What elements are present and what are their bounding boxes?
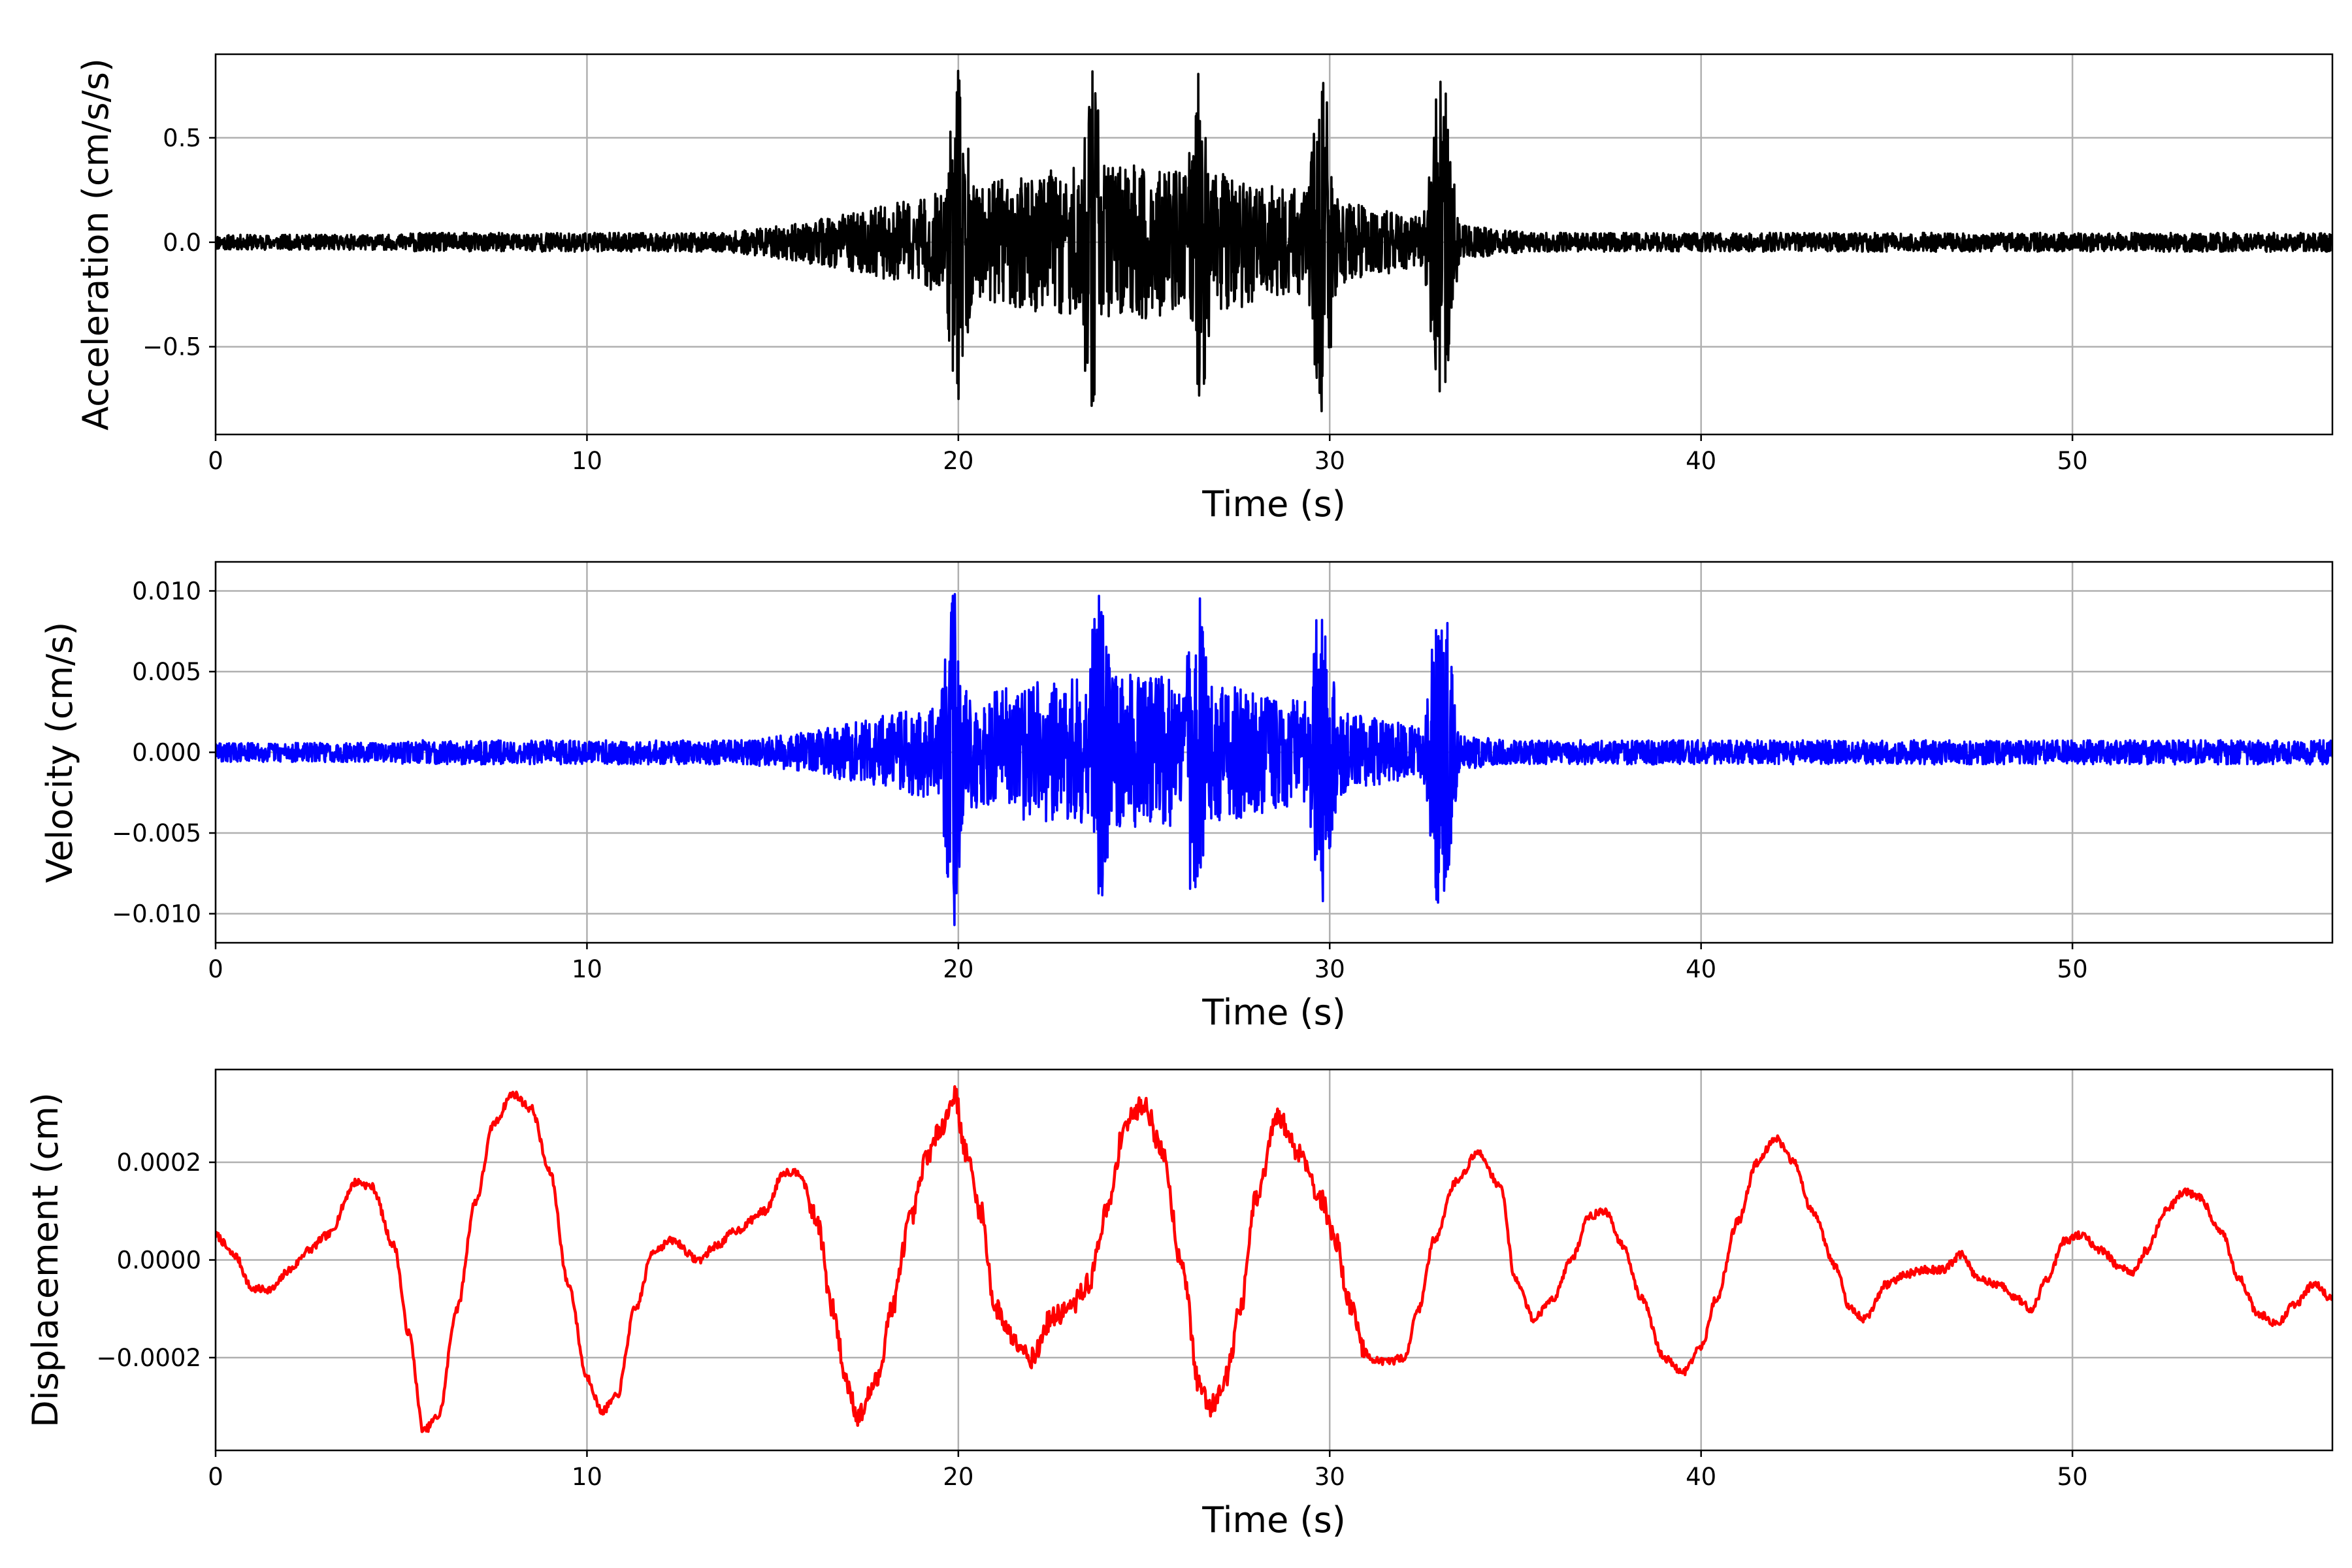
axes-frame — [214, 53, 2334, 436]
chart-vel: 0 10 20 30 40 50 −0.010 −0.005 0.000 0.005 0.010 Ti… — [39, 561, 2334, 1033]
x-tick-label: 20 — [943, 955, 973, 983]
x-tick-label: 30 — [1315, 447, 1345, 475]
x-tick-label: 0 — [208, 1463, 223, 1491]
x-axis-label: Time (s) — [1201, 992, 1346, 1033]
series-line — [216, 1085, 2332, 1433]
y-tick-label: −0.005 — [112, 819, 201, 847]
y-tick-label: −0.0002 — [97, 1344, 201, 1372]
x-axis-label: Time (s) — [1201, 483, 1346, 525]
y-tick-label: 0.000 — [132, 739, 201, 767]
x-tick-label: 30 — [1315, 1463, 1345, 1491]
x-tick-label: 10 — [572, 447, 602, 475]
x-tick-label: 40 — [1686, 955, 1716, 983]
y-tick-label: 0.0 — [163, 229, 201, 257]
y-tick-label: 0.005 — [132, 658, 201, 686]
y-axis-label: Velocity (cm/s) — [39, 622, 80, 883]
y-tick-label: 0.0000 — [117, 1247, 201, 1275]
series-line — [216, 593, 2332, 926]
y-tick-label: 0.0002 — [117, 1149, 201, 1177]
y-tick-label: −0.5 — [142, 333, 201, 361]
x-tick-label: 10 — [572, 955, 602, 983]
y-axis-label: Acceleration (cm/s/s) — [75, 58, 116, 431]
y-tick-label: 0.5 — [163, 124, 201, 152]
x-tick-label: 0 — [208, 955, 223, 983]
x-tick-label: 50 — [2057, 1463, 2088, 1491]
x-tick-label: 20 — [943, 447, 973, 475]
x-tick-label: 10 — [572, 1463, 602, 1491]
chart-acc: 0 10 20 30 40 50 −0.5 0.0 0.5 Time (s) Acceleratio… — [75, 53, 2334, 525]
x-axis-label: Time (s) — [1201, 1499, 1346, 1541]
x-tick-label: 20 — [943, 1463, 973, 1491]
x-tick-label: 30 — [1315, 955, 1345, 983]
y-tick-label: −0.010 — [112, 900, 201, 928]
x-tick-label: 40 — [1686, 447, 1716, 475]
x-tick-label: 50 — [2057, 955, 2088, 983]
x-tick-label: 50 — [2057, 447, 2088, 475]
x-tick-label: 40 — [1686, 1463, 1716, 1491]
x-tick-label: 0 — [208, 447, 223, 475]
chart-disp: 0 10 20 30 40 50 −0.0002 0.0000 0.0002 Time (s) Di… — [25, 1068, 2334, 1541]
y-tick-label: 0.010 — [132, 577, 201, 605]
series-line — [216, 69, 2332, 413]
y-axis-label: Displacement (cm) — [25, 1092, 66, 1428]
